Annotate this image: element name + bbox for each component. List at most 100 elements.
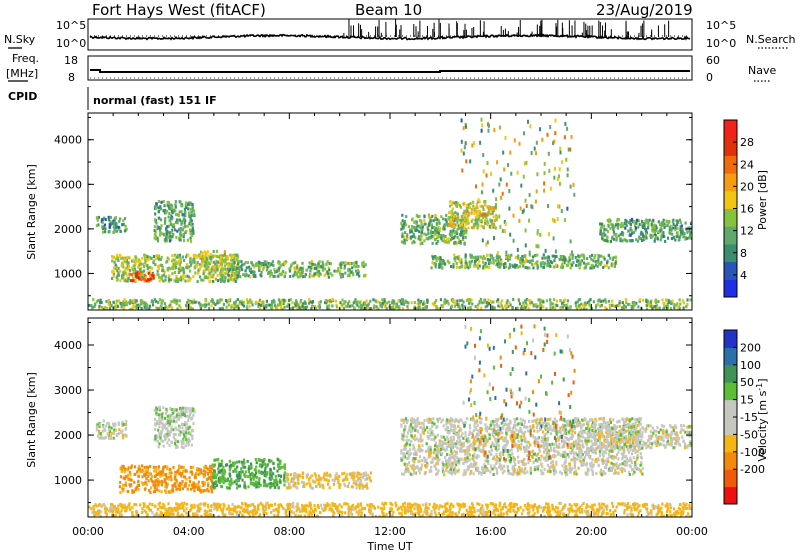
range-gate-cell xyxy=(273,300,276,304)
range-gate-cell xyxy=(265,464,268,468)
range-gate-cell xyxy=(444,262,447,266)
range-gate-cell xyxy=(467,226,470,230)
range-gate-cell xyxy=(219,270,222,274)
range-gate-cell xyxy=(474,206,477,210)
range-gate-cell xyxy=(652,227,655,231)
range-gate-cell xyxy=(403,222,406,226)
range-gate-cell xyxy=(521,209,524,214)
range-gate-cell xyxy=(505,182,508,187)
range-gate-cell xyxy=(505,301,508,305)
range-gate-cell xyxy=(651,234,654,238)
range-gate-cell xyxy=(135,485,138,489)
range-gate-cell xyxy=(381,502,384,506)
range-gate-cell xyxy=(196,467,199,470)
range-gate-cell xyxy=(212,471,215,475)
range-gate-cell xyxy=(191,472,194,476)
range-gate-cell xyxy=(220,277,223,281)
range-gate-cell xyxy=(166,414,169,418)
range-gate-cell xyxy=(177,412,180,416)
range-gate-cell xyxy=(230,264,233,268)
range-gate-cell xyxy=(102,225,105,229)
range-gate-cell xyxy=(145,473,148,476)
range-gate-cell xyxy=(102,419,105,423)
range-gate-cell xyxy=(167,201,170,205)
range-gate-cell xyxy=(609,512,612,516)
range-gate-cell xyxy=(604,233,607,237)
range-gate-cell xyxy=(251,482,254,486)
range-gate-cell xyxy=(148,307,151,310)
range-gate-cell xyxy=(251,303,254,307)
range-gate-cell xyxy=(385,307,388,310)
range-gate-cell xyxy=(486,161,489,165)
noise-left-tick-top: 10^5 xyxy=(56,19,86,32)
range-gate-cell xyxy=(486,265,489,269)
range-gate-cell xyxy=(656,305,659,309)
range-gate-cell xyxy=(360,479,363,483)
range-gate-cell xyxy=(174,485,177,489)
range-gate-cell xyxy=(308,481,311,485)
range-gate-cell xyxy=(265,260,268,264)
range-gate-cell xyxy=(503,502,506,506)
range-gate-cell xyxy=(181,413,184,416)
range-gate-cell xyxy=(552,141,554,146)
range-gate-cell xyxy=(171,419,174,423)
range-gate-cell xyxy=(125,227,128,231)
range-gate-cell xyxy=(457,302,461,306)
range-gate-cell xyxy=(146,271,149,275)
range-gate-cell xyxy=(611,304,614,308)
range-gate-cell xyxy=(200,468,203,472)
range-gate-cell xyxy=(551,254,554,258)
range-gate-cell xyxy=(131,306,134,310)
range-gate-cell xyxy=(186,301,189,304)
range-gate-cell xyxy=(220,255,223,259)
range-gate-cell xyxy=(636,239,640,243)
range-gate-cell xyxy=(256,475,259,479)
range-gate-cell xyxy=(348,268,351,272)
range-gate-cell xyxy=(166,427,169,431)
range-gate-cell xyxy=(184,211,187,215)
range-gate-cell xyxy=(400,300,403,303)
range-gate-cell xyxy=(158,418,161,422)
range-gate-cell xyxy=(121,276,124,280)
range-gate-cell xyxy=(585,506,588,510)
range-gate-cell xyxy=(249,267,252,271)
range-gate-cell xyxy=(450,215,453,219)
range-gate-cell xyxy=(146,264,149,268)
range-gate-cell xyxy=(457,224,460,228)
range-gate-cell xyxy=(458,226,461,230)
range-gate-cell xyxy=(395,305,398,309)
range-gate-cell xyxy=(190,210,193,214)
range-gate-cell xyxy=(109,221,112,225)
range-gate-cell xyxy=(509,150,512,155)
range-gate-cell xyxy=(535,140,538,145)
range-gate-cell xyxy=(479,140,482,145)
range-gate-cell xyxy=(168,219,171,223)
range-gate-cell xyxy=(554,249,557,254)
range-gate-cell xyxy=(334,474,337,477)
range-gate-cell xyxy=(246,307,249,310)
range-gate-cell xyxy=(103,216,106,220)
range-gate-cell xyxy=(189,207,192,211)
range-gate-cell xyxy=(192,422,195,425)
range-gate-cell xyxy=(406,307,409,310)
range-gate-cell xyxy=(99,436,103,440)
range-gate-cell xyxy=(536,260,539,264)
range-gate-cell xyxy=(624,218,627,222)
range-gate-cell xyxy=(166,209,169,213)
range-gate-cell xyxy=(649,233,652,237)
range-gate-cell xyxy=(437,239,440,243)
range-gate-cell xyxy=(350,485,353,489)
range-gate-cell xyxy=(411,218,414,222)
range-gate-cell xyxy=(224,276,227,279)
range-gate-cell xyxy=(162,439,165,443)
range-gate-cell xyxy=(671,232,674,236)
range-gate-cell xyxy=(96,216,99,220)
range-gate-cell xyxy=(606,261,609,265)
range-gate-cell xyxy=(129,473,132,477)
range-gate-cell xyxy=(313,305,316,309)
range-gate-cell xyxy=(270,272,273,276)
range-gate-cell xyxy=(423,214,426,218)
range-gate-cell xyxy=(361,483,364,487)
range-gate-cell xyxy=(404,231,407,235)
range-gate-cell xyxy=(572,182,575,187)
